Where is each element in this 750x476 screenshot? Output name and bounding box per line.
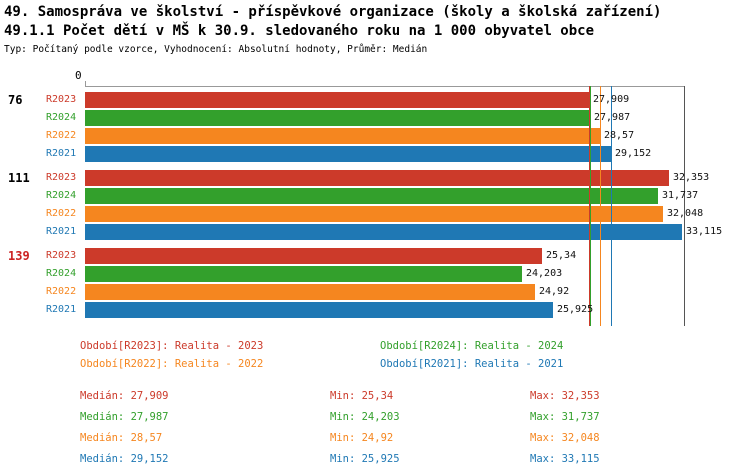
- chart-meta-line: Typ: Počítaný podle vzorce, Vyhodnocení:…: [4, 44, 428, 55]
- bar: [85, 266, 522, 282]
- bar: [85, 170, 669, 186]
- legend: Období[R2023]: Realita - 2023 Období[R202…: [0, 340, 750, 380]
- bar: [85, 284, 535, 300]
- median-line: [611, 86, 612, 326]
- bar-value-label: 24,92: [539, 286, 570, 297]
- series-row-label: R2024: [46, 112, 77, 123]
- bar-value-label: 27,987: [594, 112, 631, 123]
- bar-value-label: 32,353: [673, 172, 710, 183]
- stats-table: Medián: 27,909 Min: 25,34 Max: 32,353 Mediá…: [0, 390, 750, 474]
- group-label: 139: [8, 249, 30, 263]
- stat-max: Max: 32,353: [530, 390, 600, 402]
- bar-value-label: 33,115: [686, 226, 723, 237]
- bar-value-label: 32,048: [667, 208, 704, 219]
- legend-item: Období[R2024]: Realita - 2024: [380, 340, 564, 352]
- bar: [85, 302, 553, 318]
- bar: [85, 128, 600, 144]
- series-row-label: R2021: [46, 304, 77, 315]
- series-row-label: R2021: [46, 226, 77, 237]
- chart-title: 49. Samospráva ve školství - příspěvkové…: [4, 4, 662, 20]
- stat-min: Min: 24,203: [330, 411, 400, 423]
- series-row-label: R2022: [46, 286, 77, 297]
- stat-median: Medián: 27,909: [80, 390, 169, 402]
- bar-value-label: 24,203: [526, 268, 563, 279]
- bar-value-label: 29,152: [615, 148, 652, 159]
- median-line: [600, 86, 601, 326]
- series-row-label: R2024: [46, 268, 77, 279]
- series-row-label: R2023: [46, 94, 77, 105]
- axis-zero-tick: [85, 81, 86, 86]
- stat-median: Medián: 29,152: [80, 453, 169, 465]
- legend-item: Období[R2022]: Realita - 2022: [80, 358, 264, 370]
- axis-line: [85, 86, 685, 87]
- bar-chart: 0 76 R2023 27,909 R2024 27,987 R2022 28,57 R202…: [0, 69, 750, 334]
- bar: [85, 110, 590, 126]
- stat-min: Min: 25,925: [330, 453, 400, 465]
- group-label: 76: [8, 93, 23, 107]
- stat-min: Min: 24,92: [330, 432, 394, 444]
- series-row-label: R2022: [46, 130, 77, 141]
- bar-value-label: 27,909: [593, 94, 630, 105]
- bar: [85, 146, 611, 162]
- series-row-label: R2021: [46, 148, 77, 159]
- stat-max: Max: 32,048: [530, 432, 600, 444]
- bar-value-label: 25,925: [557, 304, 594, 315]
- median-line: [589, 86, 590, 326]
- bar-value-label: 25,34: [546, 250, 577, 261]
- series-row-label: R2024: [46, 190, 77, 201]
- axis-right-border: [684, 86, 685, 326]
- bar: [85, 206, 663, 222]
- bar-value-label: 31,737: [662, 190, 699, 201]
- series-row-label: R2023: [46, 250, 77, 261]
- median-line: [590, 86, 591, 326]
- chart-subtitle: 49.1.1 Počet dětí v MŠ k 30.9. sledované…: [4, 23, 595, 39]
- stat-max: Max: 31,737: [530, 411, 600, 423]
- legend-item: Období[R2021]: Realita - 2021: [380, 358, 564, 370]
- stat-max: Max: 33,115: [530, 453, 600, 465]
- stat-min: Min: 25,34: [330, 390, 394, 402]
- stat-median: Medián: 27,987: [80, 411, 169, 423]
- series-row-label: R2023: [46, 172, 77, 183]
- bar: [85, 248, 542, 264]
- bar: [85, 224, 682, 240]
- axis-zero-label: 0: [75, 69, 82, 82]
- bar: [85, 92, 589, 108]
- plot-area: 76 R2023 27,909 R2024 27,987 R2022 28,57 R2021 2…: [0, 86, 750, 334]
- group-label: 111: [8, 171, 30, 185]
- legend-item: Období[R2023]: Realita - 2023: [80, 340, 264, 352]
- bar: [85, 188, 658, 204]
- bar-value-label: 28,57: [604, 130, 635, 141]
- series-row-label: R2022: [46, 208, 77, 219]
- stat-median: Medián: 28,57: [80, 432, 163, 444]
